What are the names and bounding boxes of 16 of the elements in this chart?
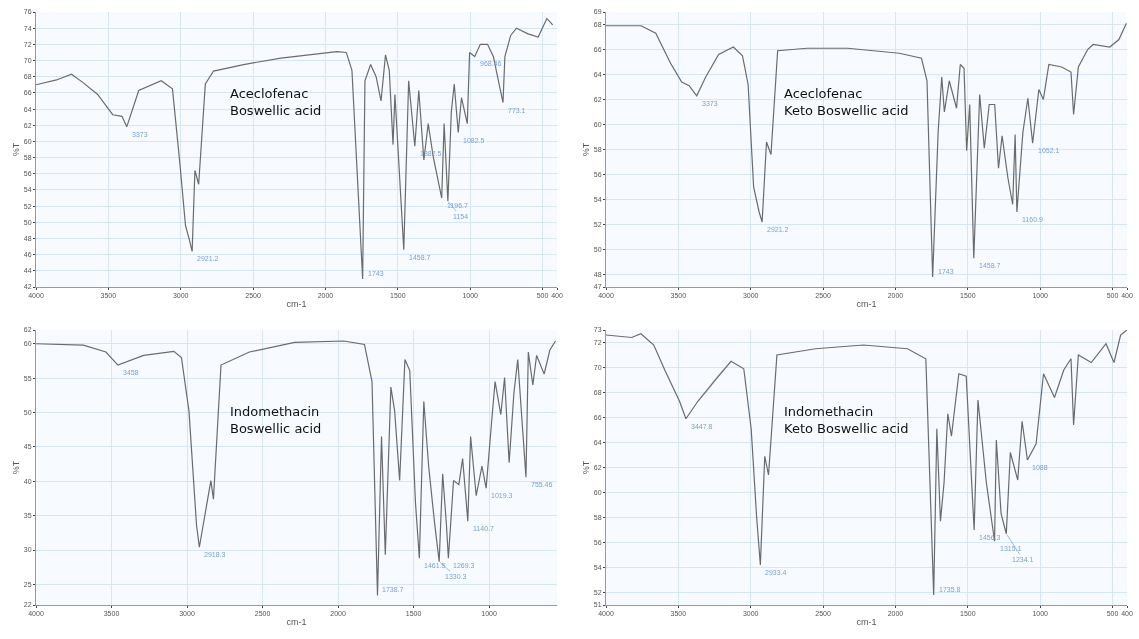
annotation: Indomethacin Boswellic acid: [230, 404, 322, 436]
annotation: Aceclofenac Boswellic acid: [230, 86, 322, 118]
annotation: Aceclofenac Keto Boswellic acid: [784, 86, 909, 118]
line-series: [606, 22, 1127, 278]
y-axis-title: %T: [581, 460, 592, 475]
line-series: [606, 330, 1127, 596]
x-axis-title: cm-1: [856, 617, 877, 628]
y-axis-title: %T: [11, 142, 22, 157]
annotation: Indomethacin Keto Boswellic acid: [784, 404, 909, 436]
line-series: [36, 340, 557, 596]
x-axis-title: cm-1: [286, 617, 307, 628]
x-axis-title: cm-1: [856, 299, 877, 310]
y-axis-title: %T: [11, 460, 22, 475]
y-axis-title: %T: [581, 142, 592, 157]
line-series: [36, 17, 554, 280]
x-axis-title: cm-1: [286, 299, 307, 310]
